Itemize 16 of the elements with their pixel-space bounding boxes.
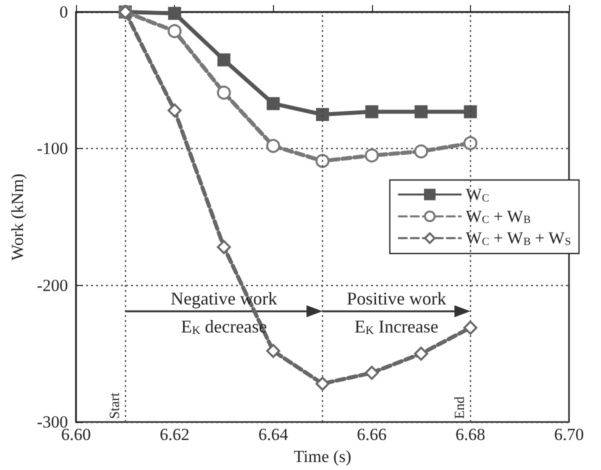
legend-label: WC + WB + WS bbox=[466, 228, 572, 248]
x-tick-label: 6.68 bbox=[456, 425, 486, 444]
legend-label: WC + WB bbox=[466, 206, 531, 226]
ref-line-label: Start bbox=[108, 392, 123, 419]
x-tick-label: 6.64 bbox=[258, 425, 289, 444]
y-tick-label: 0 bbox=[60, 2, 68, 22]
y-axis-title: Work (kNm) bbox=[8, 174, 27, 260]
x-tick-label: 6.70 bbox=[554, 425, 584, 444]
x-axis-title: Time (s) bbox=[294, 446, 352, 466]
x-tick-label: 6.62 bbox=[160, 425, 190, 444]
legend-label: WC bbox=[466, 185, 490, 204]
annotation: Positive work bbox=[346, 288, 446, 308]
x-tick-label: 6.66 bbox=[356, 425, 387, 444]
y-tick-label: -200 bbox=[36, 276, 68, 295]
y-tick-label: -100 bbox=[36, 139, 68, 158]
ref-line-label: End bbox=[452, 396, 468, 419]
